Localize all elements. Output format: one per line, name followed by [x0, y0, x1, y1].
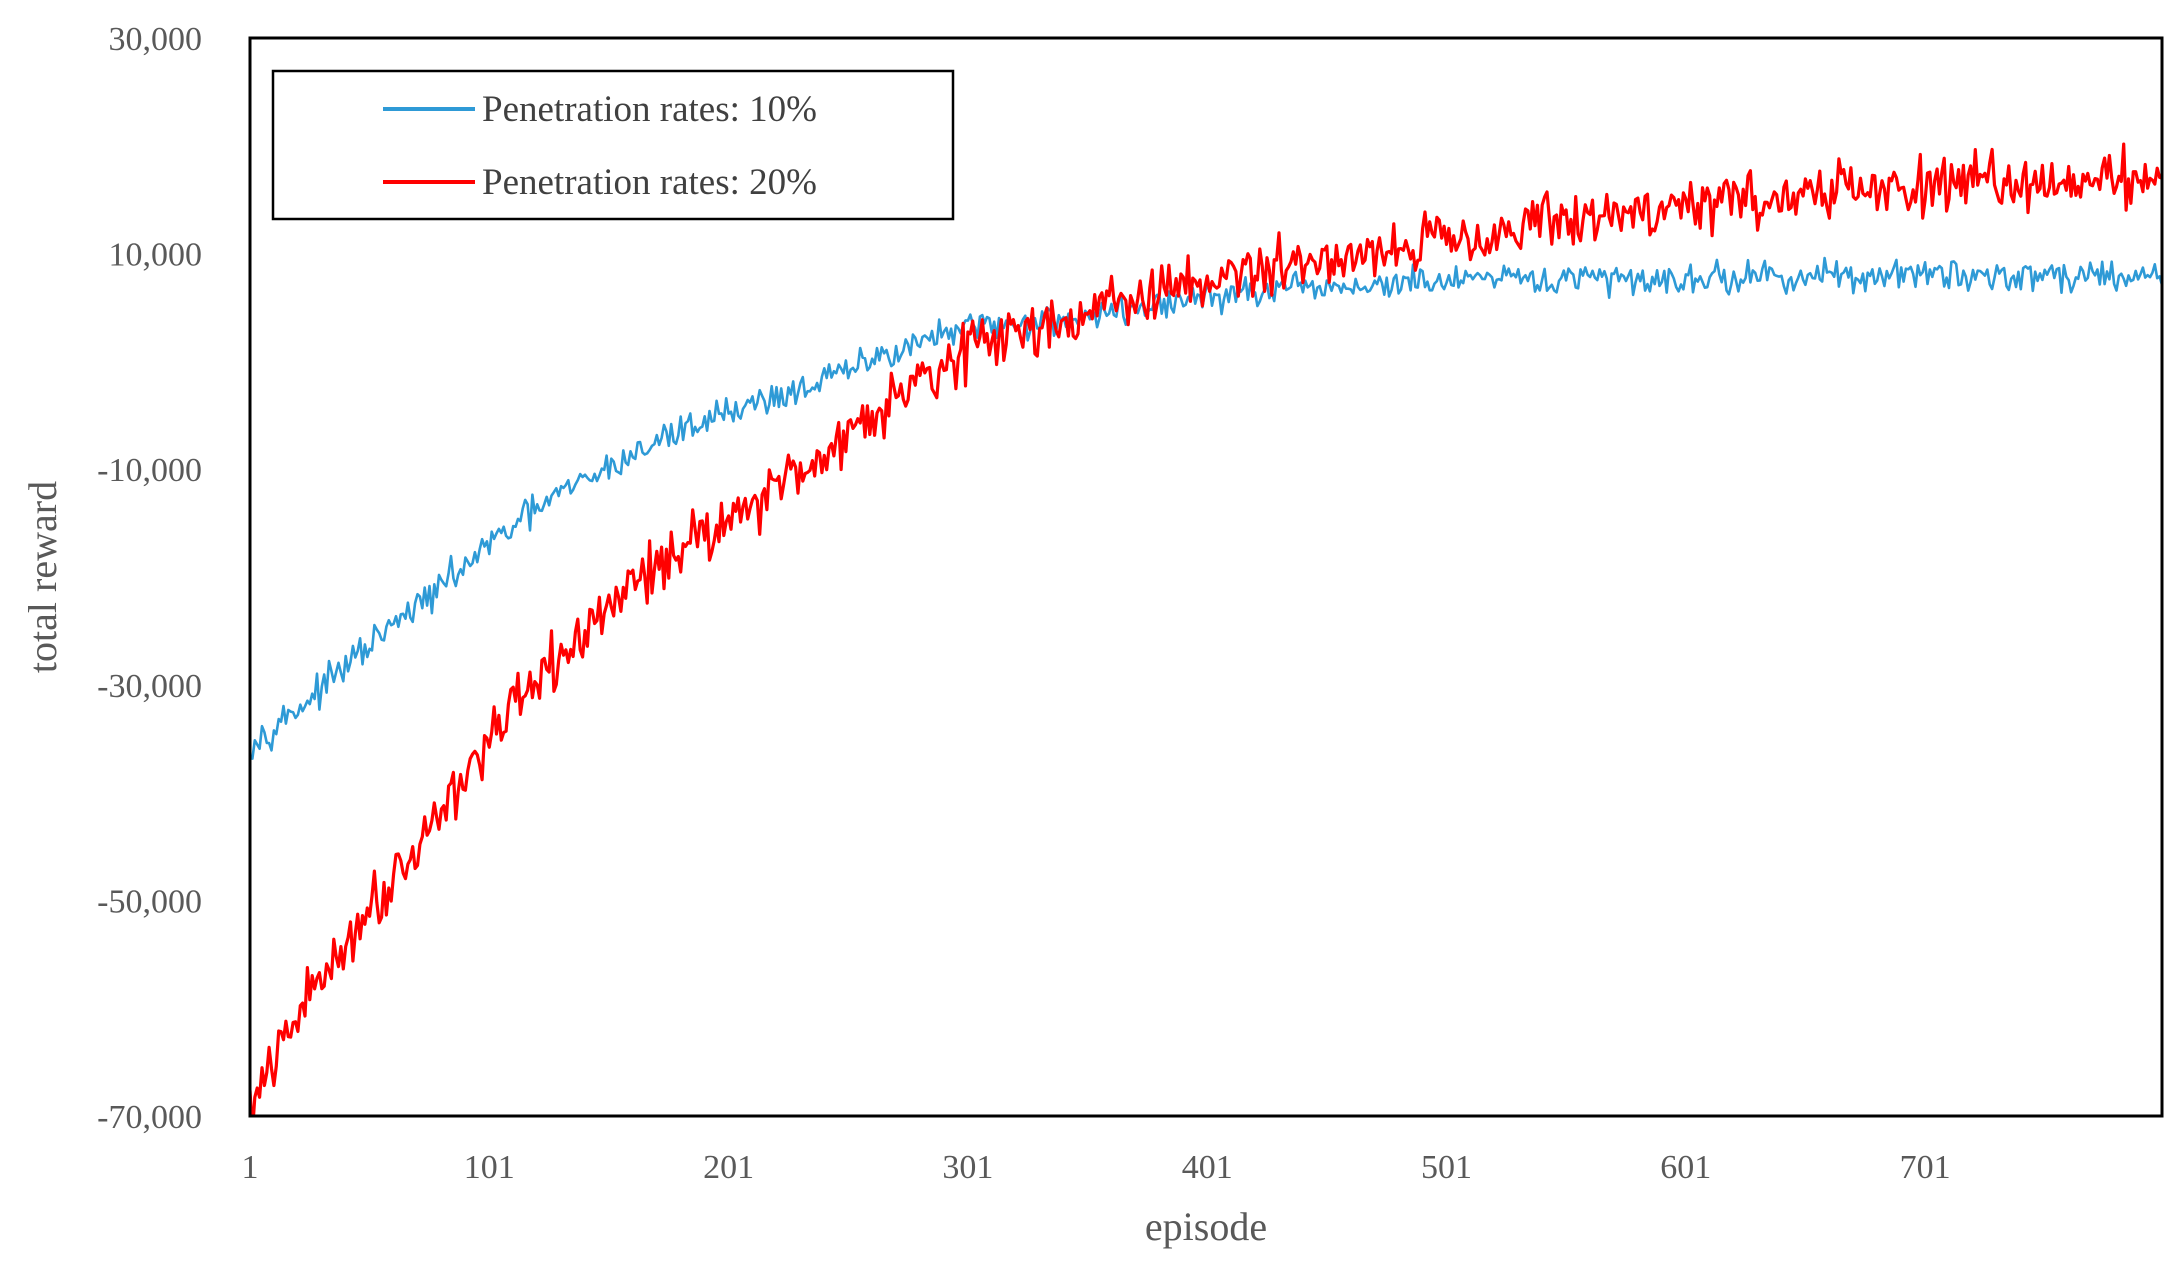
y-tick-label: -70,000	[97, 1099, 202, 1136]
plot-area-frame	[248, 36, 2164, 1118]
legend: Penetration rates: 10% Penetration rates…	[271, 69, 955, 221]
y-tick-label: -30,000	[97, 668, 202, 705]
y-axis-tick-labels: 30,000 10,000 -10,000 -30,000 -50,000 -70,000	[97, 21, 202, 1136]
x-tick-label: 201	[703, 1149, 754, 1186]
x-axis-title: episode	[1145, 1204, 1267, 1249]
y-tick-label: 10,000	[109, 237, 203, 274]
series-layer	[250, 142, 2162, 1116]
x-tick-label: 701	[1900, 1149, 1951, 1186]
x-tick-label: 601	[1660, 1149, 1711, 1186]
series-line-20-percent	[250, 142, 2162, 1116]
x-tick-label: 1	[242, 1149, 259, 1186]
legend-box	[271, 69, 955, 221]
y-axis-title: total reward	[20, 481, 65, 673]
x-tick-label: 401	[1182, 1149, 1233, 1186]
y-tick-label: -10,000	[97, 452, 202, 489]
x-tick-label: 101	[464, 1149, 515, 1186]
y-tick-label: 30,000	[109, 21, 203, 58]
x-tick-label: 501	[1421, 1149, 1472, 1186]
x-tick-label: 301	[942, 1149, 993, 1186]
legend-label-20-percent: Penetration rates: 20%	[482, 162, 817, 203]
x-axis-tick-labels: 1 101 201 301 401 501 601 701	[242, 1149, 1951, 1186]
legend-label-10-percent: Penetration rates: 10%	[482, 89, 817, 130]
y-tick-label: -50,000	[97, 883, 202, 920]
